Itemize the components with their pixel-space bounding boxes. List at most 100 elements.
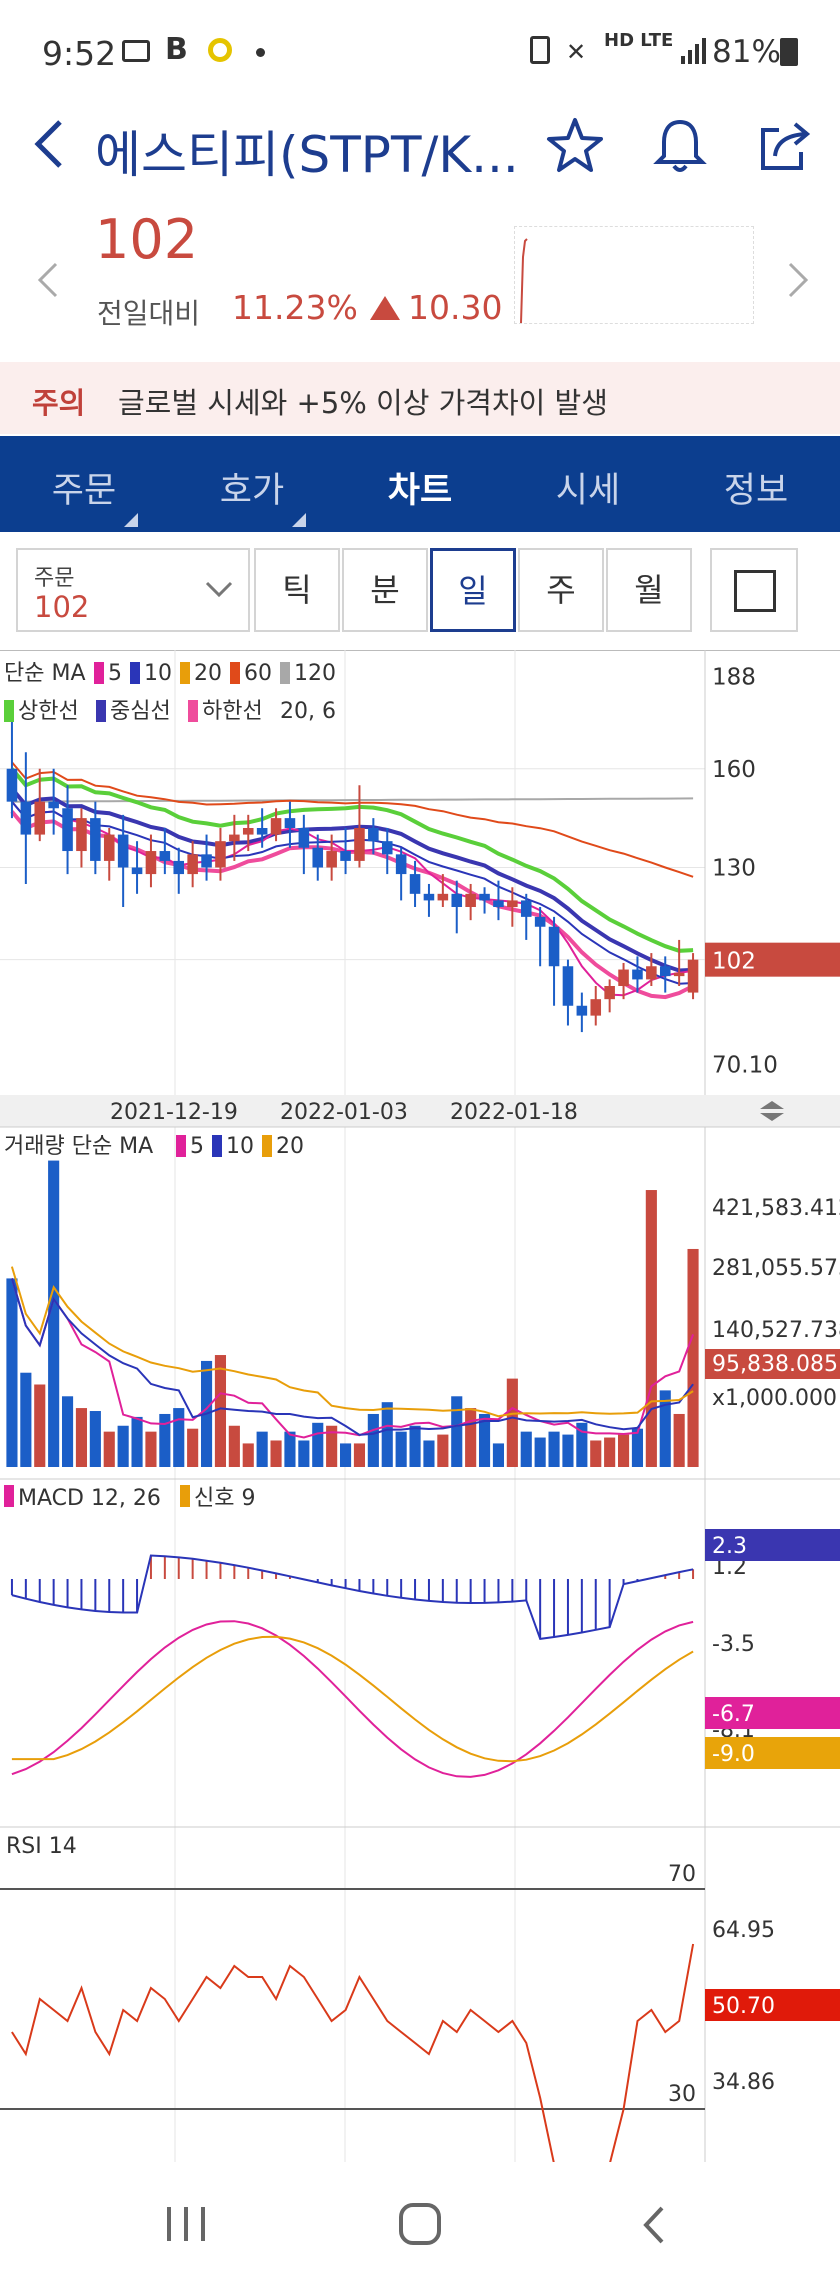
chart-svg[interactable]: 단순 MA 5 10 20 60 120 상한선 중심선 하한선 20, 6 188 160 130 70… [0, 649, 840, 2200]
candle-body [6, 768, 18, 802]
share-icon[interactable] [755, 116, 815, 176]
volume-bar [520, 1431, 532, 1467]
square-icon [734, 570, 776, 612]
volume-bar [145, 1431, 157, 1467]
candle-body [520, 900, 532, 917]
volume-bar [284, 1431, 296, 1467]
chart-area[interactable]: 단순 MA 5 10 20 60 120 상한선 중심선 하한선 20, 6 188 160 130 70… [0, 649, 840, 2200]
order-select[interactable] [16, 548, 250, 632]
volume-bar [48, 1160, 60, 1467]
volume-bar [312, 1422, 324, 1467]
rsi-last-value: 50.70 [712, 1994, 775, 2019]
home-icon[interactable] [398, 2202, 442, 2246]
legend-swatch [96, 700, 106, 722]
volume-bar [506, 1378, 518, 1467]
back-icon[interactable] [640, 2205, 668, 2245]
candle-body [534, 916, 546, 927]
volume-bar [326, 1425, 338, 1467]
ma-legend-period: 60 [244, 661, 272, 686]
chart-settings-button[interactable] [710, 548, 798, 632]
recent-apps-icon[interactable] [165, 2205, 207, 2243]
date-axis [0, 1095, 840, 1127]
prev-chevron-icon[interactable] [34, 260, 62, 300]
candle-body [590, 999, 602, 1016]
volume-bar [576, 1422, 588, 1467]
macd-hist-badge [705, 1529, 840, 1561]
macd-legend-title: MACD 12, 26 [18, 1486, 161, 1511]
volume-bar [214, 1355, 227, 1467]
period-day[interactable]: 일 [430, 548, 516, 632]
volume-legend-title: 거래량 단순 MA [4, 1134, 153, 1159]
change-value: 10.30 [408, 288, 503, 327]
period-minute[interactable]: 분 [342, 548, 428, 632]
legend-swatch [230, 662, 240, 684]
mute-icon: ✕ [566, 38, 587, 66]
legend-swatch [130, 662, 140, 684]
candle-body [381, 841, 393, 855]
candle-body [312, 847, 324, 868]
tab-order-label: 주문 [51, 471, 117, 511]
alarm-icon [530, 36, 550, 64]
next-chevron-icon[interactable] [784, 260, 812, 300]
rsi-line [11, 1943, 695, 2200]
volume-bar [117, 1425, 129, 1467]
volume-tick: 421,583.412 [712, 1196, 840, 1221]
volume-bar [159, 1413, 171, 1467]
rsi-level-70: 70 [668, 1862, 696, 1887]
legend-swatch [280, 662, 290, 684]
candle-body [493, 900, 504, 907]
tab-orderbook-label: 호가 [219, 471, 285, 511]
tab-quotes[interactable]: 시세 [504, 462, 672, 513]
candle-body [395, 854, 407, 875]
macd-histogram-outline [11, 1554, 694, 1641]
rsi-tick: 34.86 [712, 2070, 775, 2095]
tab-order[interactable]: 주문 [0, 462, 168, 527]
volume-bar [395, 1431, 407, 1467]
volume-legend-period: 20 [276, 1134, 304, 1159]
price-tick: 188 [712, 665, 756, 691]
period-month[interactable]: 월 [606, 548, 692, 632]
candle-body [326, 851, 337, 868]
candle-body [62, 808, 73, 852]
last-price-label: 102 [712, 949, 756, 975]
volume-bar [423, 1440, 435, 1467]
bollinger-legend-label: 중심선 [110, 699, 171, 724]
candle-body [479, 893, 490, 901]
candle-body [354, 828, 365, 861]
volume-bar [187, 1428, 199, 1467]
volume-bar [381, 1402, 393, 1467]
ma-legend-period: 120 [294, 661, 336, 686]
legend-swatch [180, 1485, 190, 1507]
tab-orderbook[interactable]: 호가 [168, 462, 336, 527]
star-icon[interactable] [545, 116, 605, 176]
tab-chart[interactable]: 차트 [336, 462, 504, 513]
candle-body [576, 1005, 588, 1016]
candle-body [437, 893, 449, 901]
ma10-line [11, 801, 694, 985]
candle-body [298, 828, 310, 848]
macd-signal-value: -9.0 [712, 1742, 755, 1767]
volume-bar [89, 1411, 101, 1467]
candle-body [659, 966, 671, 977]
volume-bar [75, 1408, 88, 1467]
volume-legend-period: 5 [190, 1134, 204, 1159]
volume-tick: x1,000.000 [712, 1386, 837, 1411]
volume-bar [478, 1413, 491, 1467]
candle-body [256, 828, 268, 835]
back-chevron-icon[interactable] [30, 118, 70, 170]
volume-bar [562, 1434, 574, 1467]
period-tick[interactable]: 틱 [254, 548, 340, 632]
candle-body [145, 851, 157, 875]
legend-swatch [94, 662, 104, 684]
status-time: 9:52 [42, 34, 117, 73]
volume-bar [534, 1437, 546, 1467]
bollinger-mid-line [10, 787, 694, 973]
price-tick: 70.10 [712, 1053, 778, 1079]
dropdown-corner-icon [292, 513, 306, 527]
current-price: 102 [95, 208, 199, 271]
tab-info[interactable]: 정보 [672, 462, 840, 513]
candle-body [117, 834, 129, 868]
period-week[interactable]: 주 [518, 548, 604, 632]
bell-icon[interactable] [650, 116, 710, 176]
candle-body [284, 818, 296, 828]
